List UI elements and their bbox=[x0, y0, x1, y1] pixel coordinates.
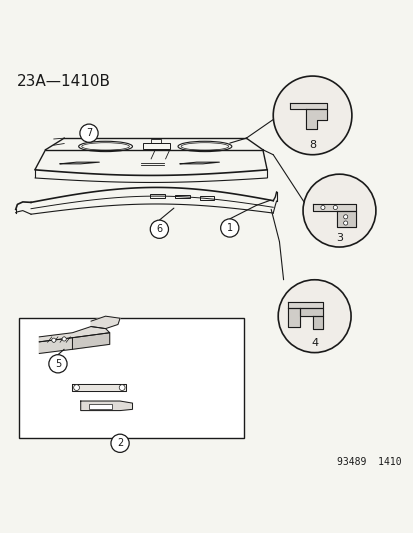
Circle shape bbox=[80, 124, 98, 142]
Text: 8: 8 bbox=[308, 140, 316, 150]
Text: 3: 3 bbox=[335, 233, 342, 243]
Circle shape bbox=[343, 221, 347, 225]
Polygon shape bbox=[81, 401, 132, 410]
Circle shape bbox=[111, 434, 129, 453]
Bar bbox=[199, 196, 214, 200]
Polygon shape bbox=[39, 338, 72, 353]
Circle shape bbox=[278, 280, 350, 353]
Text: 23A—1410B: 23A—1410B bbox=[17, 74, 110, 89]
Bar bbox=[151, 139, 161, 143]
Polygon shape bbox=[312, 316, 322, 329]
Polygon shape bbox=[72, 384, 126, 391]
Circle shape bbox=[220, 219, 238, 237]
Circle shape bbox=[74, 385, 79, 391]
Polygon shape bbox=[337, 211, 355, 227]
Text: 5: 5 bbox=[55, 359, 61, 369]
Bar bbox=[89, 404, 112, 408]
Text: 93489  1410: 93489 1410 bbox=[336, 457, 401, 467]
Circle shape bbox=[150, 220, 168, 238]
Circle shape bbox=[302, 174, 375, 247]
Circle shape bbox=[343, 215, 347, 219]
Polygon shape bbox=[60, 162, 99, 164]
Polygon shape bbox=[39, 327, 109, 342]
Polygon shape bbox=[72, 333, 109, 349]
Polygon shape bbox=[312, 204, 355, 211]
Polygon shape bbox=[180, 162, 219, 164]
Bar bbox=[19, 318, 244, 438]
Polygon shape bbox=[287, 308, 299, 327]
Polygon shape bbox=[306, 109, 326, 128]
Circle shape bbox=[52, 338, 56, 342]
Bar bbox=[174, 195, 189, 198]
Text: 1: 1 bbox=[226, 223, 232, 233]
Text: 4: 4 bbox=[310, 338, 318, 349]
Polygon shape bbox=[289, 103, 326, 109]
Polygon shape bbox=[287, 302, 322, 308]
Circle shape bbox=[332, 205, 337, 209]
Text: 2: 2 bbox=[116, 438, 123, 448]
Text: 6: 6 bbox=[156, 224, 162, 234]
Polygon shape bbox=[299, 308, 322, 316]
Circle shape bbox=[320, 205, 324, 209]
Circle shape bbox=[119, 385, 125, 391]
Circle shape bbox=[49, 354, 67, 373]
Circle shape bbox=[273, 76, 351, 155]
Polygon shape bbox=[91, 316, 120, 329]
Circle shape bbox=[62, 337, 66, 341]
Text: 7: 7 bbox=[85, 128, 92, 138]
Bar bbox=[150, 194, 164, 198]
Bar bbox=[142, 143, 169, 149]
